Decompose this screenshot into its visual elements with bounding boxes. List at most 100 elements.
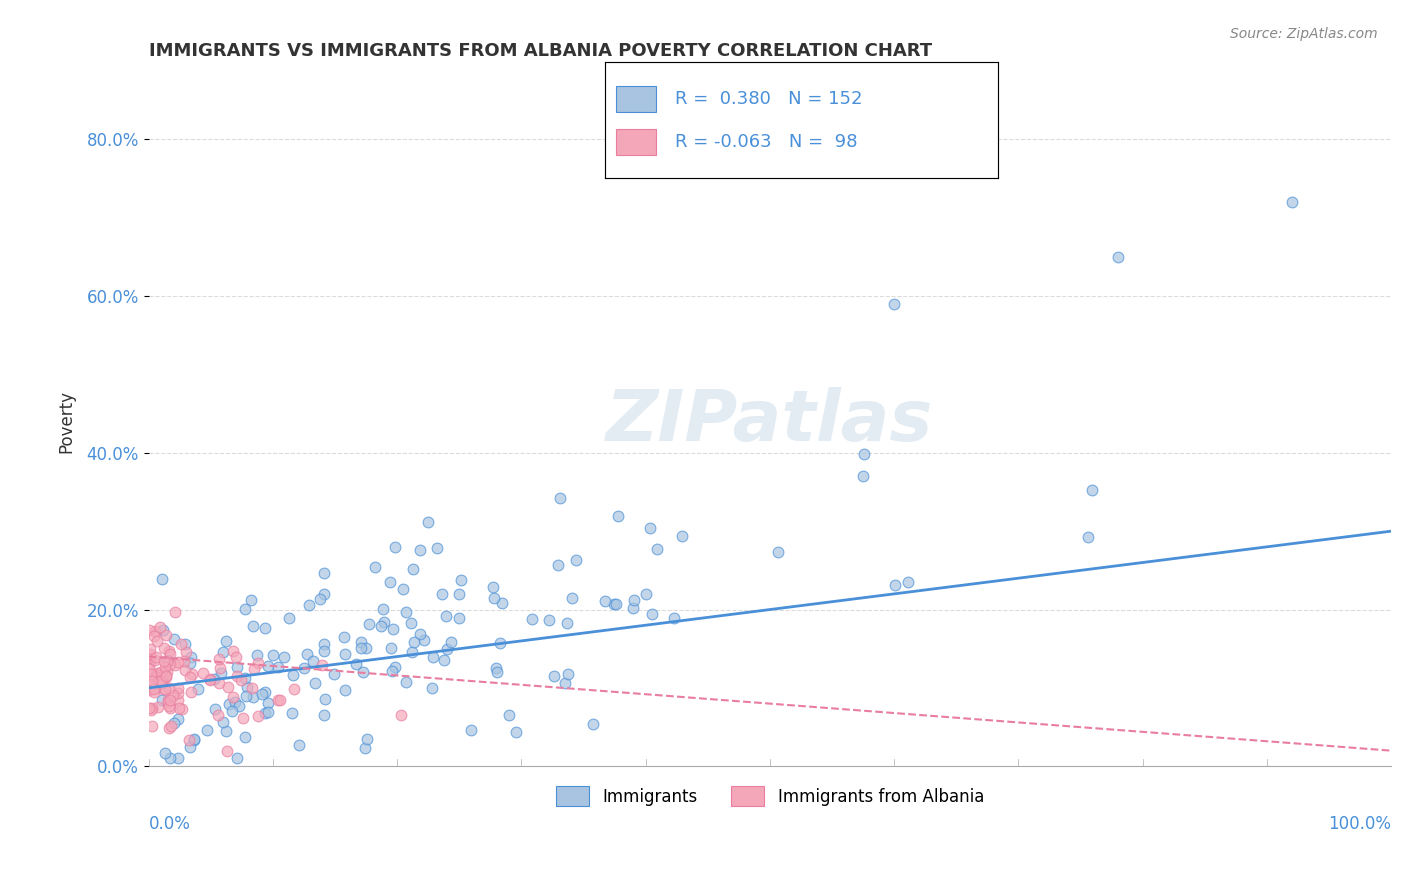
Point <box>582 717 605 731</box>
Point <box>153 659 176 673</box>
Point <box>408 626 430 640</box>
Point <box>233 731 256 745</box>
Point <box>254 685 277 699</box>
Point <box>143 685 166 699</box>
Point <box>150 673 173 687</box>
Point <box>602 597 624 611</box>
Point <box>157 693 180 707</box>
Point <box>152 654 174 668</box>
Point <box>605 597 627 611</box>
Point <box>152 641 174 656</box>
Point <box>565 553 588 567</box>
Point <box>350 634 373 648</box>
Point <box>554 676 576 690</box>
Point <box>139 647 162 661</box>
Text: Source: ZipAtlas.com: Source: ZipAtlas.com <box>1230 27 1378 41</box>
FancyBboxPatch shape <box>616 86 655 112</box>
Point <box>170 637 193 651</box>
Point <box>180 667 202 681</box>
Point <box>156 665 179 679</box>
Point <box>395 674 418 689</box>
Point <box>257 659 280 673</box>
Point <box>481 580 503 594</box>
Point <box>323 667 346 681</box>
Point <box>160 719 183 733</box>
Point <box>561 591 583 605</box>
Point <box>240 681 263 695</box>
Point <box>149 674 172 689</box>
Point <box>204 701 226 715</box>
Point <box>242 690 264 704</box>
Point <box>163 716 186 731</box>
Point <box>221 644 243 658</box>
Point <box>226 751 249 765</box>
Point <box>209 666 232 681</box>
Text: 100.0%: 100.0% <box>1329 814 1391 832</box>
Point <box>159 693 181 707</box>
Point <box>157 644 180 658</box>
Point <box>354 641 377 656</box>
Point <box>217 681 239 695</box>
Point <box>159 657 181 671</box>
Point <box>167 681 190 695</box>
Point <box>145 668 167 682</box>
Text: R = -0.063   N =  98: R = -0.063 N = 98 <box>675 133 858 151</box>
Point <box>522 612 544 626</box>
Point <box>138 642 160 657</box>
Point <box>180 650 202 665</box>
Point <box>139 650 162 665</box>
Point <box>308 591 330 606</box>
Point <box>243 662 266 676</box>
Point <box>384 540 406 554</box>
Point <box>266 659 288 673</box>
Point <box>593 594 616 608</box>
Point <box>766 545 789 559</box>
Point <box>1281 194 1303 209</box>
Point <box>505 724 527 739</box>
Point <box>143 653 166 667</box>
Point <box>224 695 246 709</box>
Point <box>389 707 412 722</box>
Point <box>373 615 395 629</box>
Point <box>141 667 163 681</box>
Point <box>187 682 209 697</box>
Point <box>218 697 240 711</box>
Point <box>170 702 193 716</box>
Text: IMMIGRANTS VS IMMIGRANTS FROM ALBANIA POVERTY CORRELATION CHART: IMMIGRANTS VS IMMIGRANTS FROM ALBANIA PO… <box>149 42 932 60</box>
Point <box>143 624 166 638</box>
Point <box>344 657 367 672</box>
Point <box>543 669 565 683</box>
Point <box>399 615 422 630</box>
Point <box>548 491 571 506</box>
Point <box>195 723 218 737</box>
Point <box>198 672 221 686</box>
Point <box>671 529 693 543</box>
Point <box>623 593 645 607</box>
Point <box>138 701 160 715</box>
Text: R =  0.380   N = 152: R = 0.380 N = 152 <box>675 90 863 108</box>
Point <box>139 656 162 670</box>
Point <box>141 701 163 715</box>
Point <box>233 671 256 685</box>
Point <box>208 675 231 690</box>
Point <box>179 739 201 754</box>
Point <box>430 587 453 601</box>
Point <box>292 660 315 674</box>
Point <box>662 611 685 625</box>
Point <box>146 634 169 648</box>
Point <box>167 686 190 700</box>
Point <box>450 573 472 587</box>
Point <box>198 673 221 688</box>
Point <box>606 509 628 524</box>
Point <box>269 692 291 706</box>
Point <box>183 732 205 747</box>
Point <box>179 670 201 684</box>
Point <box>253 706 276 720</box>
Point <box>150 665 173 680</box>
Point <box>484 591 506 606</box>
Point <box>149 619 172 633</box>
Point <box>312 566 335 581</box>
Point <box>191 666 214 681</box>
Point <box>138 624 160 638</box>
Point <box>256 705 278 719</box>
